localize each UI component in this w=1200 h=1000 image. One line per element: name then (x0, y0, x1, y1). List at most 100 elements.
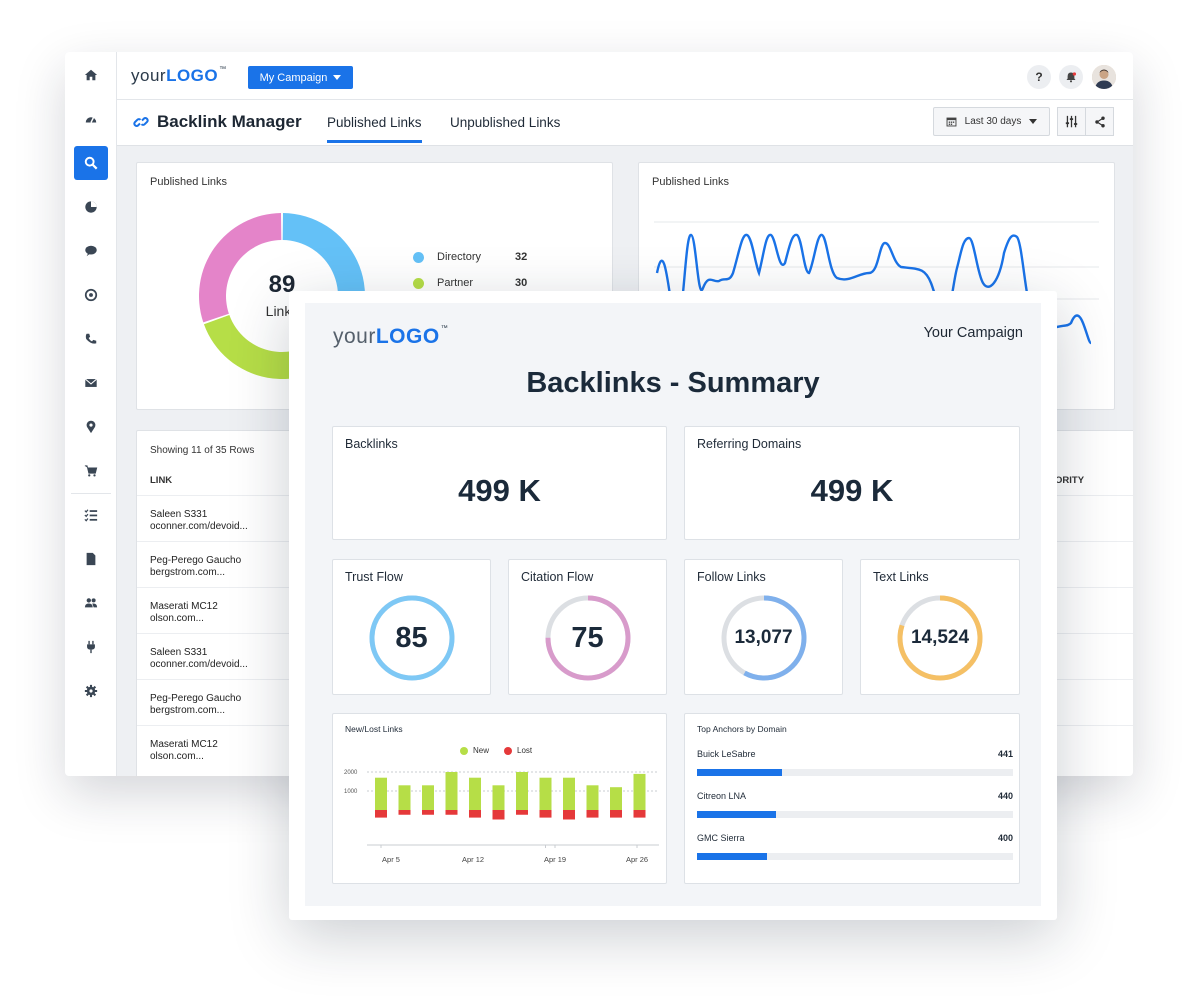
row-name: Maserati MC12 (150, 601, 218, 612)
sliders-icon (1065, 115, 1078, 128)
column-header-link[interactable]: LINK (150, 475, 173, 486)
target-icon[interactable] (74, 278, 108, 312)
trust-flow-ring (369, 595, 455, 681)
bar-lost[interactable] (610, 810, 622, 818)
mail-icon[interactable] (74, 366, 108, 400)
phone-icon[interactable] (74, 322, 108, 356)
row-url[interactable]: oconner.com/devoid... (150, 521, 248, 532)
page-title: Backlink Manager (157, 112, 302, 131)
brand-logo[interactable]: yourLOGO™ (131, 66, 227, 86)
avatar[interactable] (1092, 65, 1116, 89)
x-tick-label: Apr 5 (382, 855, 400, 864)
campaign-dropdown-button[interactable]: My Campaign (248, 66, 353, 89)
column-header-authority[interactable]: ORITY (1055, 475, 1085, 486)
users-icon[interactable] (74, 586, 108, 620)
bar-lost[interactable] (516, 810, 528, 815)
document-icon[interactable] (74, 542, 108, 576)
bar-lost[interactable] (539, 810, 552, 818)
plug-icon[interactable] (74, 630, 108, 664)
y-tick-label: 1000 (344, 789, 358, 795)
dashboard-icon[interactable] (74, 102, 108, 136)
bar-new[interactable] (633, 773, 646, 810)
bar-new[interactable] (398, 785, 411, 810)
bar-new[interactable] (539, 777, 552, 810)
help-icon: ? (1035, 70, 1043, 84)
ring-progress (369, 595, 455, 681)
bar-lost[interactable] (375, 810, 387, 818)
backlinks-card: Backlinks 499 K (332, 426, 667, 540)
notifications-button[interactable] (1059, 65, 1083, 89)
anchor-value: 440 (997, 791, 1013, 801)
logo-tm: ™ (219, 66, 227, 73)
follow-links-value: 13,077 (734, 627, 793, 648)
x-tick-label: Apr 19 (544, 855, 566, 864)
row-url[interactable]: bergstrom.com... (150, 567, 226, 578)
bar-new[interactable] (422, 785, 434, 810)
bar-new[interactable] (563, 777, 575, 810)
summary-report: yourLOGO™ Your Campaign Backlinks - Summ… (289, 291, 1057, 920)
donut-slice-other[interactable] (199, 213, 282, 323)
row-name: Saleen S331 (150, 509, 208, 520)
legend-value: 32 (515, 251, 528, 263)
card-title: New/Lost Links (345, 724, 403, 734)
legend-item: Directory 32 (413, 251, 527, 263)
gear-icon[interactable] (74, 674, 108, 708)
bar-new[interactable] (469, 777, 481, 810)
calendar-icon (946, 117, 957, 127)
home-icon[interactable] (74, 58, 108, 92)
x-tick-label: Apr 12 (462, 855, 484, 864)
chat-icon[interactable] (74, 234, 108, 268)
report-logo: yourLOGO™ (333, 325, 448, 349)
bar-lost[interactable] (422, 810, 434, 815)
row-url[interactable]: olson.com... (150, 613, 204, 624)
bar-new[interactable] (516, 772, 528, 810)
bar-new[interactable] (375, 777, 387, 810)
filter-settings-button[interactable] (1057, 107, 1086, 136)
trust-flow-card: Trust Flow 85 (332, 559, 491, 695)
bar-new[interactable] (610, 787, 622, 810)
bar-new[interactable] (586, 785, 599, 810)
bar-lost[interactable] (563, 810, 575, 820)
anchor-bar-track (697, 811, 1013, 818)
bar-lost[interactable] (398, 810, 411, 815)
legend-dot (460, 746, 468, 755)
bar-new[interactable] (492, 785, 505, 810)
bar-lost[interactable] (586, 810, 599, 818)
referring-domains-value: 499 K (810, 473, 894, 508)
search-icon[interactable] (74, 146, 108, 180)
bar-lost[interactable] (469, 810, 481, 818)
row-url[interactable]: bergstrom.com... (150, 705, 226, 716)
bar-new[interactable] (445, 772, 458, 810)
help-button[interactable]: ? (1027, 65, 1051, 89)
citation-flow-value: 75 (571, 622, 604, 654)
date-range-picker[interactable]: Last 30 days (933, 107, 1050, 136)
anchor-value: 400 (997, 833, 1013, 843)
bar-lost[interactable] (633, 810, 646, 818)
tab-published-links[interactable]: Published Links (327, 115, 422, 143)
logo-your: your (131, 66, 167, 85)
share-icon (1094, 116, 1105, 127)
map-pin-icon[interactable] (74, 410, 108, 444)
cart-icon[interactable] (74, 454, 108, 488)
legend-value: 30 (515, 277, 528, 289)
bar-lost[interactable] (492, 810, 505, 820)
card-title: Published Links (652, 176, 730, 188)
legend-label: Partner (437, 277, 474, 289)
checklist-icon[interactable] (74, 498, 108, 532)
row-url[interactable]: oconner.com/devoid... (150, 659, 248, 670)
legend-dot (504, 746, 512, 755)
legend-label: Lost (517, 746, 533, 755)
report-body: yourLOGO™ Your Campaign Backlinks - Summ… (305, 303, 1041, 906)
row-name: Saleen S331 (150, 647, 208, 658)
row-url[interactable]: olson.com... (150, 751, 204, 762)
row-name: Peg-Perego Gaucho (150, 693, 242, 704)
pie-chart-icon[interactable] (74, 190, 108, 224)
bar-lost[interactable] (445, 810, 458, 815)
tab-unpublished-links[interactable]: Unpublished Links (450, 115, 561, 130)
card-title: Published Links (150, 176, 228, 188)
top-anchors-card: Top Anchors by Domain Buick LeSabre 441 … (684, 713, 1020, 884)
report-campaign-name: Your Campaign (923, 325, 1023, 341)
chevron-down-icon (1029, 119, 1038, 124)
share-button[interactable] (1085, 107, 1114, 136)
top-bar: yourLOGO™ My Campaign ? (117, 52, 1133, 100)
